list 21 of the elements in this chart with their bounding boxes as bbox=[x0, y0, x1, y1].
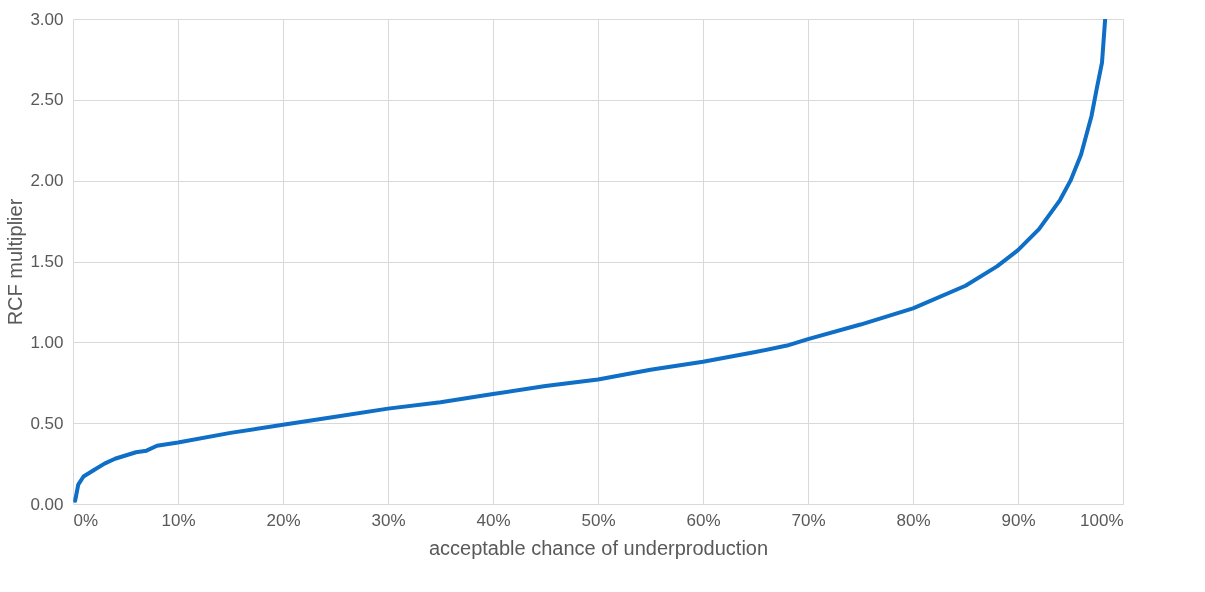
y-tick-label: 2.50 bbox=[30, 90, 64, 110]
x-tick-label: 70% bbox=[791, 510, 826, 530]
x-tick-label: 100% bbox=[1080, 510, 1124, 530]
x-tick-label: 0% bbox=[73, 510, 99, 530]
x-tick-label: 50% bbox=[581, 510, 616, 530]
y-tick-label: 3.00 bbox=[30, 9, 64, 29]
y-tick-label: 1.00 bbox=[30, 332, 64, 352]
x-axis-title: acceptable chance of underproduction bbox=[428, 536, 769, 559]
y-tick-label: 2.00 bbox=[30, 171, 64, 191]
y-tick-label: 1.50 bbox=[30, 252, 64, 271]
x-tick-label: 80% bbox=[896, 510, 931, 530]
x-tick-label: 60% bbox=[686, 510, 721, 530]
x-tick-label: 90% bbox=[1001, 510, 1036, 530]
x-tick-label: 30% bbox=[371, 510, 406, 530]
x-tick-label: 10% bbox=[161, 510, 196, 530]
x-tick-label: 20% bbox=[266, 510, 301, 530]
x-tick-label: 40% bbox=[476, 510, 511, 530]
y-axis-title: RCF multiplier bbox=[4, 198, 27, 326]
line-series bbox=[73, 19, 1108, 503]
y-tick-label: 0.00 bbox=[30, 494, 64, 514]
y-tick-label: 0.50 bbox=[30, 413, 64, 433]
